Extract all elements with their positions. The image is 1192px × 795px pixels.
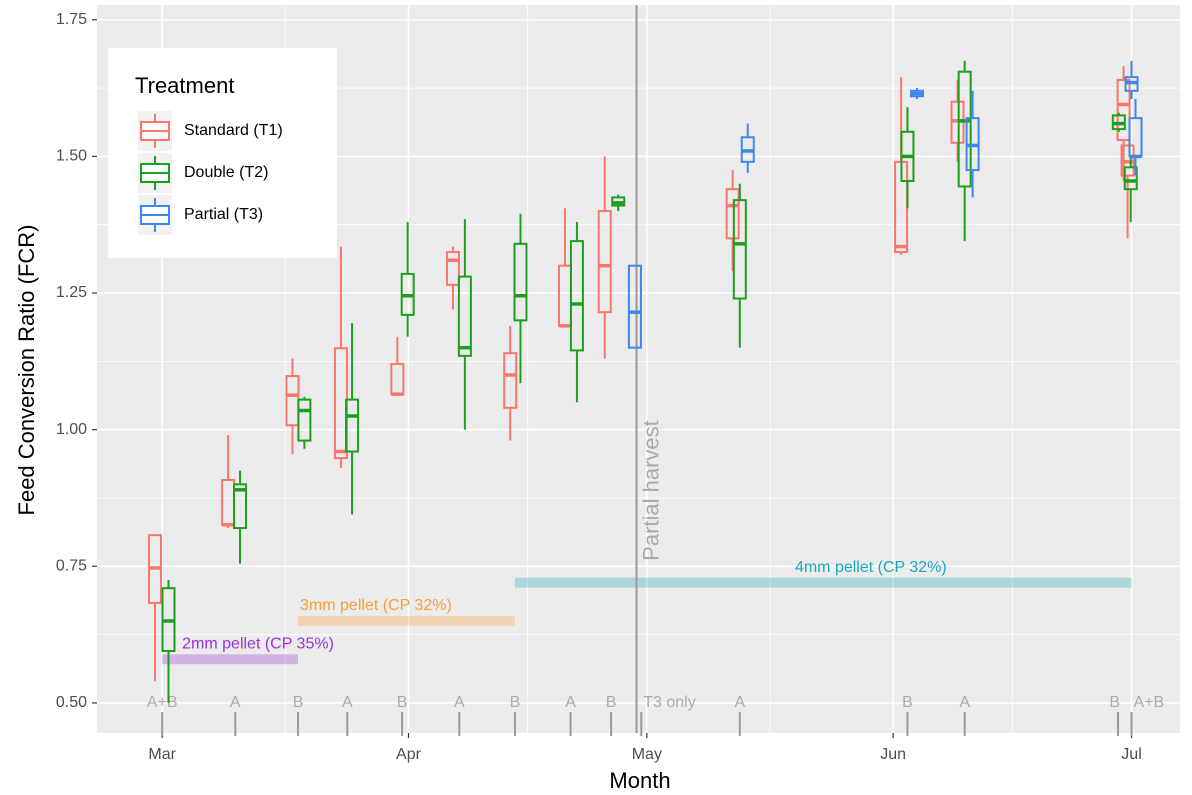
box-body [503,352,518,409]
x-tick-label: May [632,746,662,763]
box-body [957,70,972,188]
sampling-label: B [902,694,913,711]
x-tick-label: Apr [396,746,422,763]
x-axis-title: Month [609,768,670,793]
sampling-label: B [397,694,408,711]
box [503,325,518,441]
box [725,170,740,272]
box [611,194,626,212]
box [513,213,528,384]
legend-label: Double (T2) [184,164,268,181]
box-body [233,483,248,530]
sampling-label: A [342,694,353,711]
feed-phase-band [514,577,1132,588]
box-body [445,251,460,286]
box [345,323,360,515]
box [297,396,312,449]
y-tick-label: 0.75 [56,558,87,575]
x-tick-label: Jun [880,746,906,763]
sampling-label: B [510,694,521,711]
sampling-label: A+B [147,694,178,711]
box-body [732,199,747,300]
box [1128,99,1143,176]
y-tick-label: 1.25 [56,284,87,301]
box [627,264,642,349]
box [965,90,980,198]
feed-phase-label: 2mm pellet (CP 35%) [182,635,334,652]
box [400,221,415,337]
box [900,107,915,209]
box-body [597,210,612,314]
legend-title: Treatment [135,73,234,98]
y-tick-label: 1.00 [56,421,87,438]
box-body [569,240,584,352]
feed-phase-band [298,615,515,626]
legend-label: Standard (T1) [184,122,283,139]
box-body [1116,78,1131,141]
sampling-label: B [606,694,617,711]
box [1123,156,1138,222]
sampling-label: A [230,694,241,711]
y-tick-label: 1.75 [56,11,87,28]
box-body [627,264,642,349]
x-tick-label: Mar [148,746,176,763]
box [1124,60,1139,100]
box [1116,66,1131,181]
box-body [457,275,472,357]
box [569,221,584,403]
feed-phase-band [162,654,299,665]
sampling-label: A [959,694,970,711]
box [148,534,163,682]
box [390,336,405,396]
sampling-label: B [1109,694,1120,711]
y-tick-label: 1.50 [56,148,87,165]
y-tick-label: 0.50 [56,694,87,711]
box-body [513,242,528,322]
box [1111,112,1126,132]
box-body [1123,166,1138,191]
feed-phase-label: 4mm pellet (CP 32%) [795,559,947,576]
box [445,246,460,310]
partial-harvest-label: Partial harvest [638,420,663,561]
y-axis-title: Feed Conversion Ratio (FCR) [14,225,39,516]
x-tick-label: Jul [1121,746,1141,763]
box [732,183,747,348]
sampling-label: A [565,694,576,711]
box-body [725,188,740,240]
box [950,79,965,162]
box [457,219,472,430]
box [161,579,176,703]
sampling-label: A [734,694,745,711]
feed-phase-label: 3mm pellet (CP 32%) [300,597,452,614]
box [957,60,972,242]
sampling-label: A+B [1134,694,1165,711]
sampling-label: B [293,694,304,711]
sampling-label: A [454,694,465,711]
box [909,88,924,100]
box-body [297,398,312,442]
legend-label: Partial (T3) [184,206,263,223]
box [597,156,612,359]
box [740,123,755,173]
box-body [345,398,360,453]
sampling-label: T3 only [643,694,695,711]
box [233,470,248,564]
